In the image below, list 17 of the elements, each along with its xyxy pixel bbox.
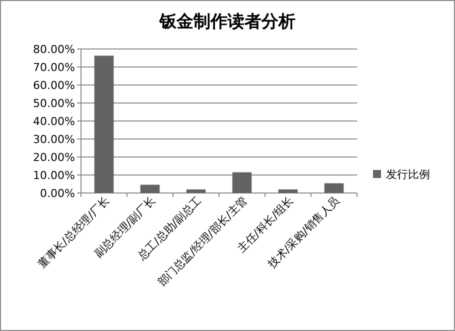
y-tick-label: 60.00% bbox=[33, 79, 75, 92]
y-tick-label: 30.00% bbox=[33, 133, 75, 146]
y-tick-label: 70.00% bbox=[33, 61, 75, 74]
y-tick-label: 0.00% bbox=[40, 187, 75, 200]
y-tick-label: 10.00% bbox=[33, 169, 75, 182]
y-tick-label: 40.00% bbox=[33, 115, 75, 128]
bar bbox=[94, 56, 114, 193]
y-tick-label: 50.00% bbox=[33, 97, 75, 110]
bar bbox=[278, 189, 298, 193]
legend-label: 发行比例 bbox=[386, 168, 430, 181]
bar bbox=[140, 184, 160, 193]
y-tick-label: 20.00% bbox=[33, 151, 75, 164]
chart-title: 钣金制作读者分析 bbox=[158, 12, 296, 32]
bar bbox=[186, 189, 206, 193]
bar bbox=[232, 172, 252, 193]
y-tick-label: 80.00% bbox=[33, 43, 75, 56]
bar bbox=[324, 183, 344, 193]
